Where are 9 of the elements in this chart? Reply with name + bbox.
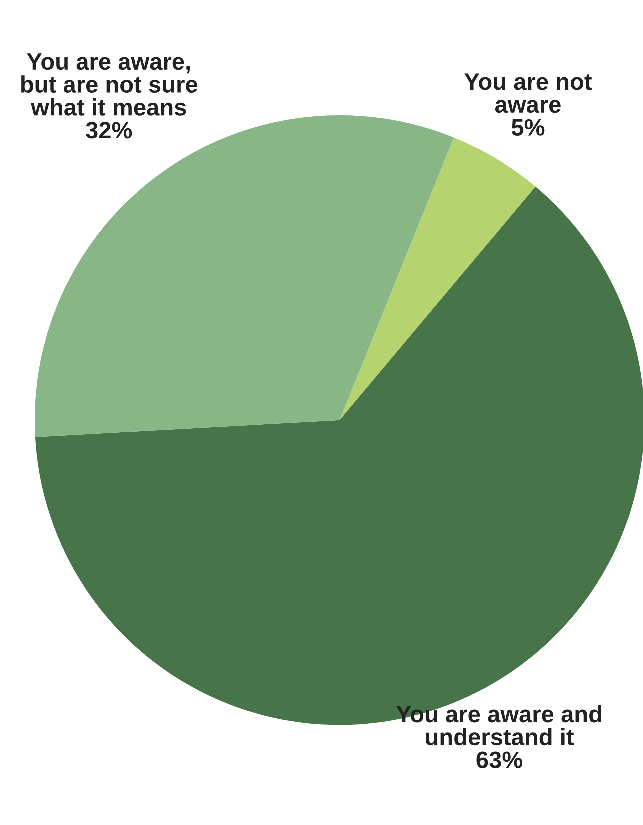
- data-label: 63%: [476, 752, 523, 768]
- slice-label: You are not aware: [464, 74, 592, 114]
- slice-label: You are aware, but are not sure what it means: [21, 54, 198, 116]
- slice-label: You are aware and understand it: [396, 705, 602, 746]
- data-label: 32%: [86, 122, 132, 139]
- pie-slice: [340, 138, 536, 420]
- data-label: 5%: [512, 119, 545, 136]
- pie-slice: [35, 186, 643, 726]
- pie-slice: [35, 116, 454, 438]
